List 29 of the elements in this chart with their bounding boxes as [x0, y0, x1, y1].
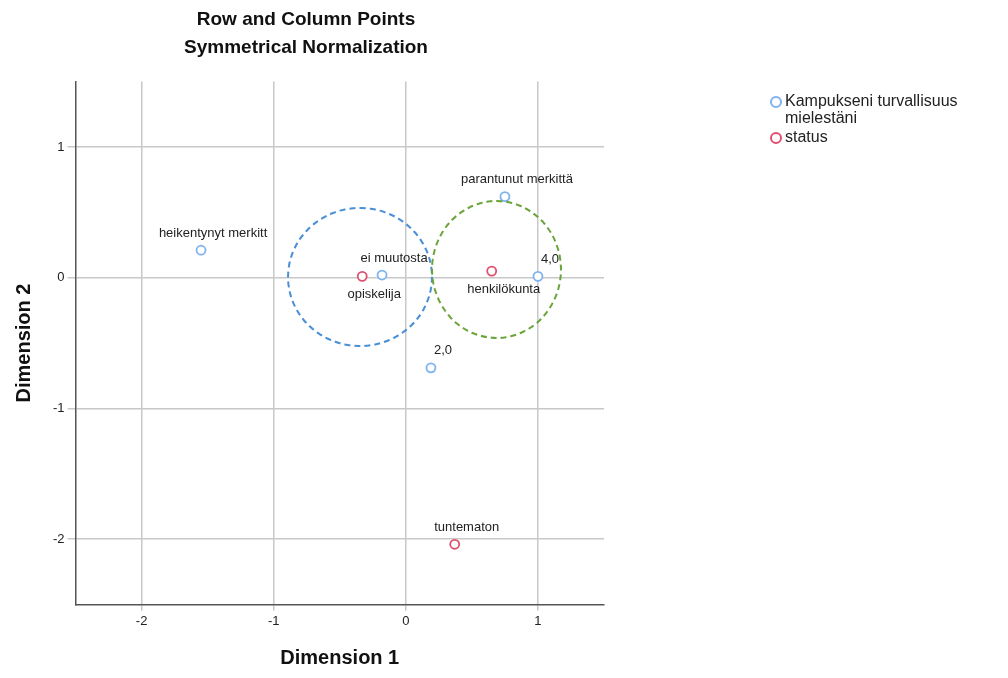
- annotation: parantunut merkittä: [460, 171, 574, 187]
- y-tick-label: -2: [53, 530, 65, 546]
- chart-subtitle: Symmetrical Normalization: [184, 36, 428, 58]
- point: [425, 362, 437, 374]
- chart-title: Row and Column Points: [196, 7, 416, 29]
- point: [499, 191, 511, 203]
- x-axis-title: Dimension 1: [280, 645, 400, 668]
- y-axis-title: Dimension 2: [11, 283, 34, 403]
- point: [376, 269, 388, 281]
- point: [195, 244, 207, 256]
- y-tick-label: 1: [57, 138, 65, 154]
- annotation: ei muutosta: [360, 249, 429, 265]
- annotation: henkilökunta: [467, 280, 541, 296]
- annotation: tuntematon: [434, 518, 500, 534]
- point: [532, 270, 544, 282]
- x-tick-label: -2: [135, 612, 148, 628]
- x-tick-label: 0: [402, 612, 410, 628]
- x-tick-label: 1: [534, 612, 542, 628]
- point: [449, 538, 461, 550]
- annotation: heikentynyt merkitt: [158, 224, 268, 240]
- point: [486, 265, 498, 277]
- x-tick-label: -1: [267, 612, 280, 628]
- y-tick-label: 0: [57, 269, 65, 285]
- legend-label: status: [785, 128, 828, 145]
- annotation: 4,0: [540, 250, 559, 266]
- annotation: opiskelija: [347, 285, 402, 301]
- y-tick-label: -1: [53, 399, 65, 415]
- annotation: 2,0: [433, 342, 452, 358]
- point: [356, 270, 368, 282]
